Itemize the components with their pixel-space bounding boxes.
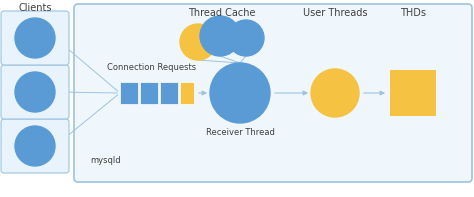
Circle shape bbox=[180, 24, 216, 60]
Bar bbox=[160, 82, 178, 104]
Bar bbox=[140, 82, 158, 104]
Text: THDs: THDs bbox=[400, 8, 426, 18]
Circle shape bbox=[200, 16, 240, 56]
FancyBboxPatch shape bbox=[74, 4, 472, 182]
FancyBboxPatch shape bbox=[1, 65, 69, 119]
Circle shape bbox=[228, 20, 264, 56]
Bar bbox=[390, 70, 436, 116]
Circle shape bbox=[15, 72, 55, 112]
Circle shape bbox=[210, 63, 270, 123]
Text: Clients: Clients bbox=[18, 3, 52, 13]
Bar bbox=[120, 82, 138, 104]
Text: User Threads: User Threads bbox=[303, 8, 367, 18]
Text: Receiver Thread: Receiver Thread bbox=[206, 128, 274, 137]
Text: Thread Cache: Thread Cache bbox=[188, 8, 256, 18]
Text: Connection Requests: Connection Requests bbox=[108, 63, 197, 72]
Circle shape bbox=[15, 18, 55, 58]
Bar bbox=[180, 82, 194, 104]
FancyBboxPatch shape bbox=[1, 11, 69, 65]
Circle shape bbox=[15, 126, 55, 166]
FancyBboxPatch shape bbox=[1, 119, 69, 173]
Circle shape bbox=[311, 69, 359, 117]
Text: mysqld: mysqld bbox=[90, 156, 120, 165]
